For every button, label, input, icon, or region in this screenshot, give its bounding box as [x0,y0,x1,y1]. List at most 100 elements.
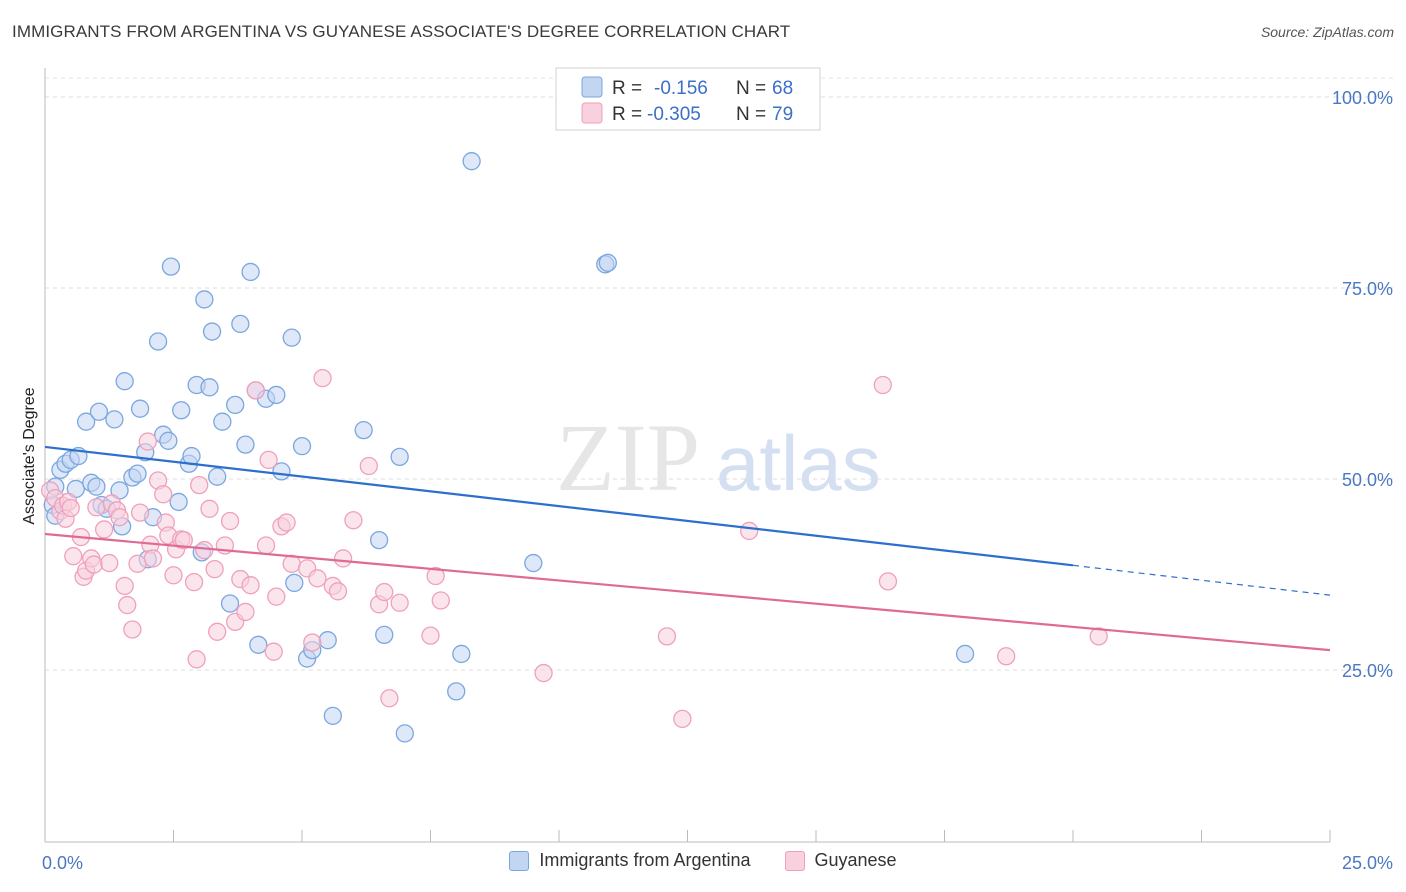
argentina-point-50 [285,573,304,593]
guyanese-point-73 [657,627,677,646]
argentina-point-57 [369,530,389,550]
series-legend: Immigrants from Argentina Guyanese [0,850,1406,871]
argentina-point-62 [452,644,471,664]
legend-label: Guyanese [814,850,897,870]
guyanese-point-69 [421,626,440,645]
argentina-point-20 [130,399,150,418]
argentina-point-47 [267,385,286,405]
guyanese-point-47 [241,576,260,595]
legend-n-label-1: N = [736,78,766,99]
watermark: ZIP atlas [556,404,881,511]
guyanese-point-18 [110,508,129,527]
argentina-point-19 [128,464,147,483]
guyanese-point-57 [303,633,322,652]
argentina-point-38 [213,412,232,431]
legend-n-value-2: 79 [772,104,793,125]
argentina-point-67 [955,644,975,664]
argentina-point-63 [462,152,481,171]
guyanese-point-61 [328,582,348,601]
guyanese-point-78 [997,647,1016,666]
y-tick-label-2: 50.0% [1342,470,1393,490]
argentina-point-17 [115,372,134,391]
guyanese-point-76 [873,375,892,395]
guyanese-point-49 [256,536,276,555]
chart-title: IMMIGRANTS FROM ARGENTINA VS GUYANESE AS… [12,22,791,41]
guyanese-point-38 [195,540,214,560]
argentina-point-28 [169,492,188,512]
argentina-point-41 [231,314,250,334]
legend-r-label-2: R = [612,104,642,125]
guyanese-point-67 [380,689,399,708]
argentina-trend-line [44,445,1074,567]
legend-r-label-1: R = [612,78,642,99]
legend-r-value-1: -0.156 [654,78,708,99]
argentina-point-59 [390,447,409,466]
guyanese-point-37 [190,475,209,495]
argentina-trend-extension [1072,564,1331,596]
guyanese-point-34 [174,530,193,550]
guyanese-point-46 [236,602,255,622]
guyanese-point-72 [534,663,553,683]
argentina-point-51 [292,436,312,456]
legend-swatch-argentina [581,76,603,98]
correlation-legend: R = -0.156 N = 68 R = -0.305 N = 79 [555,67,821,131]
argentina-point-24 [148,332,168,351]
argentina-point-29 [172,401,191,420]
argentina-point-43 [241,262,260,282]
legend-n-label-2: N = [736,104,766,125]
argentina-point-37 [208,467,227,486]
argentina-point-40 [226,395,245,415]
guyanese-point-13 [87,498,106,517]
argentina-point-8 [76,412,96,431]
guyanese-point-62 [333,549,353,568]
guyanese-point-12 [84,555,103,574]
guyanese-point-48 [246,381,265,400]
guyanese-point-26 [143,549,163,568]
watermark-zip: ZIP [556,404,700,511]
guyanese-point-58 [308,569,327,588]
argentina-point-58 [375,625,394,645]
guyanese-point-15 [100,553,119,573]
guyanese-point-54 [277,513,296,532]
argentina-point-54 [318,631,337,650]
argentina-point-42 [236,435,255,454]
guyanese-point-51 [264,642,283,661]
legend-label: Immigrants from Argentina [539,850,751,870]
guyanese-point-70 [426,566,445,586]
guyanese-point-66 [375,582,394,602]
argentina-point-49 [282,328,301,347]
watermark-atlas: atlas [716,419,881,507]
guyanese-point-74 [673,709,692,729]
argentina-point-26 [159,431,178,450]
guyanese-point-50 [259,450,278,470]
y-tick-label-3: 25.0% [1342,661,1393,681]
guyanese-point-22 [128,554,147,573]
y-tick-label-1: 75.0% [1342,279,1393,299]
guyanese-point-36 [187,650,206,669]
argentina-point-55 [323,706,342,725]
argentina-point-56 [354,420,373,440]
trend-lines [44,445,1331,652]
guyanese-point-40 [205,560,224,579]
guyanese-point-41 [208,622,227,641]
guyanese-point-14 [94,520,114,539]
guyanese-point-79 [1089,627,1108,646]
legend-item-guyanese: Guyanese [784,850,897,871]
guyanese-point-28 [154,485,173,504]
argentina-point-36 [202,322,222,341]
argentina-point-11 [89,402,109,421]
argentina-point-64 [524,553,543,573]
guyanese-point-19 [115,576,134,596]
source-label: Source: ZipAtlas.com [1260,24,1394,40]
guyanese-point-71 [431,591,450,610]
guyanese-point-7 [64,547,83,566]
argentina-point-35 [200,378,219,397]
argentina-point-45 [249,635,268,654]
x-tick-label-0: 0.0% [42,853,83,873]
guyanese-point-31 [164,566,183,585]
argentina-point-27 [161,257,181,276]
argentina-point-39 [220,594,240,613]
y-tick-label-0: 100.0% [1332,88,1393,108]
legend-swatch [784,850,805,871]
